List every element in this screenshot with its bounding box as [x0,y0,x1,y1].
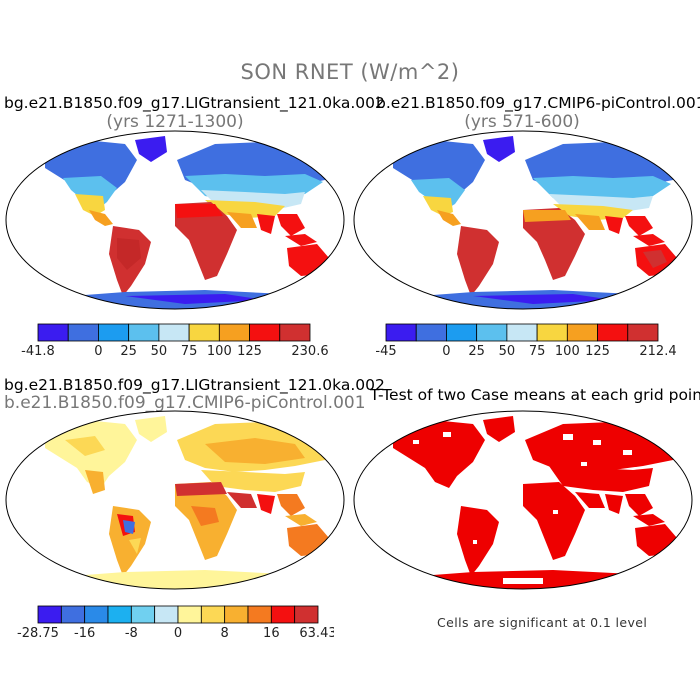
colorbar-swatch [98,323,130,342]
panel1-years: (yrs 1271-1300) [106,112,244,132]
colorbar-tick-label: 8 [221,626,229,641]
colorbar-tick-label: -41.8 [21,344,55,359]
colorbar-swatch [279,323,311,342]
colorbar-tick-label: 125 [585,344,610,359]
colorbar-swatch [627,323,659,342]
colorbar-swatch [130,605,156,624]
panel2-years: (yrs 571-600) [464,112,580,132]
colorbar-swatch [200,605,226,624]
map-panel-3 [5,410,345,590]
map-panel-4 [353,410,693,590]
colorbar-panel-3: -28.75 -16 -8 0 8 16 63.43 [17,605,334,641]
colorbar-swatch [107,605,132,624]
colorbar-tick-label: 125 [237,344,262,359]
colorbar-swatch [597,323,629,342]
colorbar-tick-label: 0 [442,344,450,359]
colorbar-swatch [249,323,281,342]
map-panel-1 [5,130,345,310]
colorbar-tick-label: 0 [174,626,182,641]
colorbar-tick-label: -16 [74,626,95,641]
colorbar-swatch [415,323,447,342]
colorbar-tick-label: 50 [151,344,168,359]
colorbar-swatch [154,605,179,624]
colorbar-tick-label: 100 [555,344,580,359]
colorbar-swatch [84,605,109,624]
colorbar-tick-label: 25 [120,344,137,359]
colorbar-swatch [60,605,86,624]
colorbar-tick-label: 0 [94,344,102,359]
map-panel-2 [353,130,693,310]
colorbar-tick-label: 75 [529,344,546,359]
colorbar-tick-label: 63.43 [299,626,334,641]
colorbar-swatch [247,605,272,624]
colorbar-tick-label: -28.75 [17,626,59,641]
colorbar-swatch [158,323,190,342]
colorbar-tick-label: 100 [207,344,232,359]
colorbar-swatch [385,323,417,342]
colorbar-panel-2: -45 0 25 50 75 100 125 212.4 [375,323,677,359]
figure-title: SON RNET (W/m^2) [240,60,460,84]
panel2-case-name: b.e21.B1850.f09_g17.CMIP6-piControl.001 [376,94,700,112]
colorbar-swatch [476,323,508,342]
colorbar-swatch [224,605,249,624]
colorbar-swatch [188,323,220,342]
colorbar-tick-label: 50 [499,344,516,359]
colorbar-tick-label: 230.6 [291,344,328,359]
colorbar-tick-label: 16 [263,626,280,641]
panel1-case-name: bg.e21.B1850.f09_g17.LIGtransient_121.0k… [4,94,385,112]
colorbar-tick-label: -8 [125,626,138,641]
colorbar-swatch [446,323,478,342]
colorbar-swatch [37,323,69,342]
colorbar-tick-label: -45 [375,344,396,359]
significance-note: Cells are significant at 0.1 level [437,615,648,630]
panel4-title: T-Test of two Case means at each grid po… [370,386,700,404]
colorbar-swatch [37,605,62,624]
colorbar-swatch [506,323,538,342]
colorbar-tick-label: 25 [468,344,485,359]
colorbar-swatch [536,323,568,342]
colorbar-swatch [128,323,160,342]
colorbar-swatch [294,605,319,624]
colorbar-swatch [218,323,250,342]
panel3-case-name: bg.e21.B1850.f09_g17.LIGtransient_121.0k… [4,376,385,394]
colorbar-swatch [177,605,202,624]
colorbar-swatch [67,323,99,342]
colorbar-swatch [566,323,598,342]
colorbar-swatch [270,605,296,624]
colorbar-tick-label: 212.4 [639,344,676,359]
colorbar-panel-1: -41.8 0 25 50 75 100 125 230.6 [21,323,329,359]
colorbar-tick-label: 75 [181,344,198,359]
panel3-control-name: b.e21.B1850.f09_g17.CMIP6-piControl.001 [4,393,366,413]
